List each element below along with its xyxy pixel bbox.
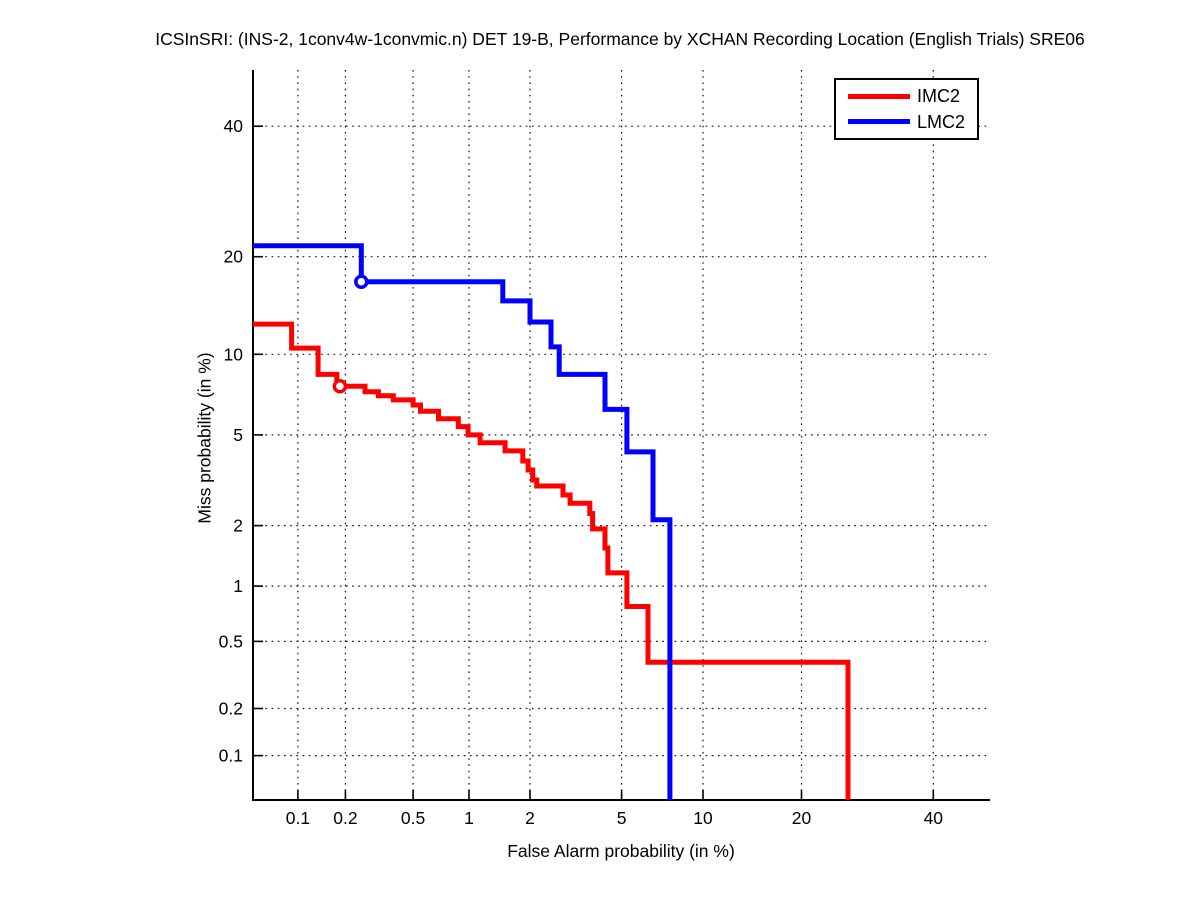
legend-item-imc2: IMC2 (836, 87, 977, 105)
legend: IMC2 LMC2 (834, 78, 979, 140)
x-tick-label: 5 (617, 808, 627, 828)
y-tick-label: 2 (233, 516, 243, 536)
legend-label-lmc2: LMC2 (917, 111, 966, 132)
det-curve-lmc2 (253, 243, 673, 800)
y-tick-label: 0.1 (219, 746, 243, 766)
x-tick-label: 0.2 (333, 808, 357, 828)
legend-line-imc2 (848, 93, 910, 99)
x-tick-label: 10 (693, 808, 713, 828)
page-title: ICSInSRI: (INS-2, 1conv4w-1convmic.n) DE… (155, 29, 1085, 49)
x-tick-label: 0.1 (286, 808, 310, 828)
y-tick-label: 40 (224, 116, 244, 136)
legend-label-imc2: IMC2 (917, 86, 961, 107)
y-tick-label: 10 (224, 344, 244, 364)
operating-point-marker-lmc2 (354, 274, 369, 289)
det-curve-imc2 (253, 321, 851, 800)
y-tick-label: 1 (233, 576, 243, 596)
y-tick-label: 0.5 (219, 631, 243, 651)
x-tick-label: 0.5 (401, 808, 425, 828)
x-tick-label: 40 (924, 808, 944, 828)
legend-line-lmc2 (848, 119, 910, 125)
x-tick-label: 20 (792, 808, 812, 828)
legend-item-lmc2: LMC2 (836, 113, 977, 131)
y-axis-label: Miss probability (in %) (194, 352, 215, 524)
x-tick-label: 2 (525, 808, 535, 828)
x-axis-label: False Alarm probability (in %) (507, 841, 735, 861)
y-tick-label: 0.2 (219, 699, 243, 719)
x-tick-label: 1 (464, 808, 474, 828)
operating-point-marker-imc2 (332, 379, 348, 394)
y-tick-label: 5 (233, 425, 243, 445)
y-tick-label: 20 (224, 247, 244, 267)
